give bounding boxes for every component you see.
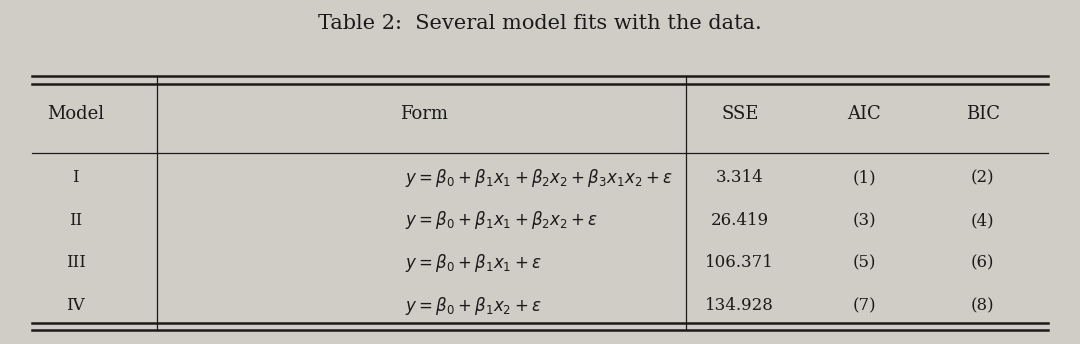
Text: Table 2:  Several model fits with the data.: Table 2: Several model fits with the dat…: [319, 14, 761, 33]
Text: II: II: [69, 212, 82, 229]
Text: Form: Form: [400, 105, 447, 123]
Text: $y = \beta_0 + \beta_1 x_2 + \varepsilon$: $y = \beta_0 + \beta_1 x_2 + \varepsilon…: [405, 294, 542, 316]
Text: (5): (5): [852, 255, 876, 271]
Text: IV: IV: [66, 297, 85, 314]
Text: 134.928: 134.928: [705, 297, 774, 314]
Text: 3.314: 3.314: [716, 169, 764, 186]
Text: $y = \beta_0 + \beta_1 x_1 + \beta_2 x_2 + \beta_3 x_1 x_2 + \varepsilon$: $y = \beta_0 + \beta_1 x_1 + \beta_2 x_2…: [405, 167, 673, 189]
Text: (6): (6): [971, 255, 995, 271]
Text: (4): (4): [971, 212, 995, 229]
Text: (3): (3): [852, 212, 876, 229]
Text: (2): (2): [971, 169, 995, 186]
Text: (8): (8): [971, 297, 995, 314]
Text: SSE: SSE: [721, 105, 758, 123]
Text: I: I: [72, 169, 79, 186]
Text: III: III: [66, 255, 85, 271]
Text: $y = \beta_0 + \beta_1 x_1 + \varepsilon$: $y = \beta_0 + \beta_1 x_1 + \varepsilon…: [405, 252, 542, 274]
Text: (7): (7): [852, 297, 876, 314]
Text: Model: Model: [48, 105, 104, 123]
Text: BIC: BIC: [966, 105, 1000, 123]
Text: $y = \beta_0 + \beta_1 x_1 + \beta_2 x_2 + \varepsilon$: $y = \beta_0 + \beta_1 x_1 + \beta_2 x_2…: [405, 209, 598, 232]
Text: AIC: AIC: [847, 105, 881, 123]
Text: (1): (1): [852, 169, 876, 186]
Text: 106.371: 106.371: [705, 255, 774, 271]
Text: 26.419: 26.419: [711, 212, 769, 229]
